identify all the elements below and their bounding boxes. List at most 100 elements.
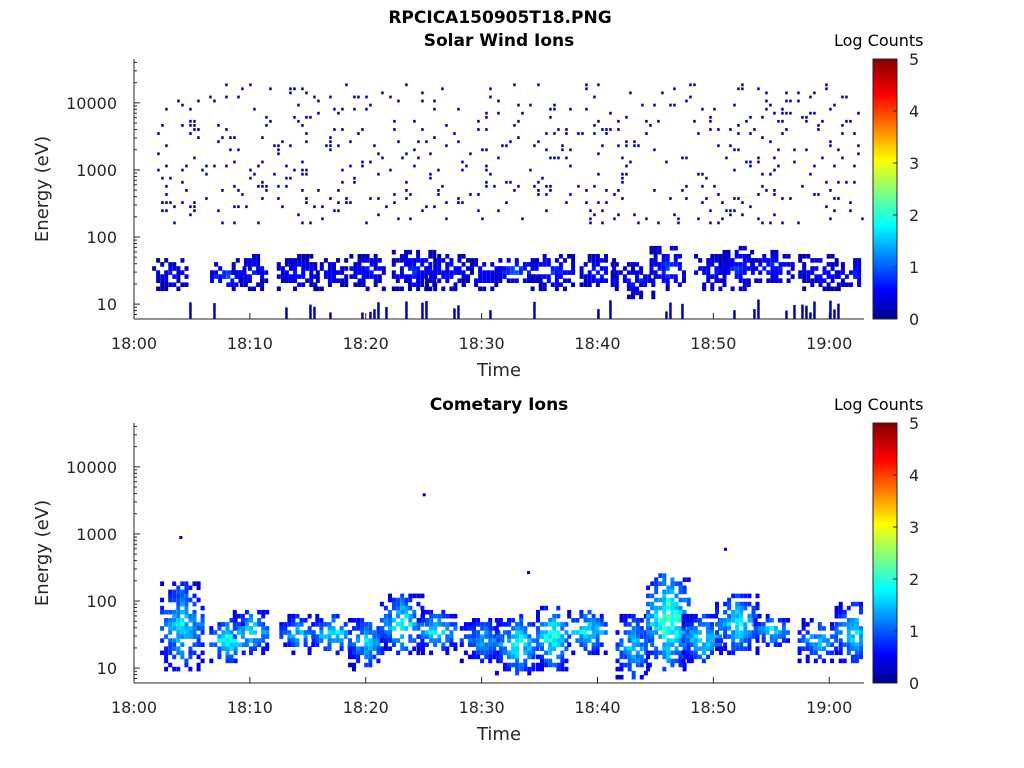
burst-cell xyxy=(168,646,173,651)
burst-cell xyxy=(666,613,671,619)
background-count-cell xyxy=(309,221,312,225)
background-count-cell xyxy=(361,160,364,164)
burst-cell xyxy=(719,650,723,656)
burst-cell xyxy=(662,618,667,623)
burst-cell xyxy=(461,278,466,283)
background-count-cell xyxy=(237,95,240,99)
burst-cell xyxy=(515,642,520,647)
burst-cell xyxy=(480,658,485,664)
burst-cell xyxy=(797,650,802,656)
burst-cell xyxy=(361,274,366,279)
burst-cell xyxy=(472,626,476,631)
background-count-cell xyxy=(861,217,864,221)
burst-cell xyxy=(404,597,409,603)
burst-cell xyxy=(356,658,361,664)
background-count-cell xyxy=(321,217,324,221)
burst-cell xyxy=(184,589,189,595)
background-count-cell xyxy=(765,99,768,103)
burst-cell xyxy=(842,622,847,627)
burst-cell xyxy=(239,282,244,287)
background-count-cell xyxy=(261,184,264,188)
background-count-cell xyxy=(717,193,720,196)
burst-cell xyxy=(686,601,691,607)
burst-cell xyxy=(225,650,230,656)
background-count-cell xyxy=(633,213,636,217)
burst-cell xyxy=(498,618,503,623)
burst-cell xyxy=(357,262,362,267)
burst-cell xyxy=(627,634,632,639)
burst-cell xyxy=(643,646,648,651)
burst-cell xyxy=(156,278,161,283)
burst-cell xyxy=(654,650,659,656)
burst-cell xyxy=(615,666,620,672)
burst-cell xyxy=(552,642,557,647)
burst-cell xyxy=(560,650,565,656)
burst-cell xyxy=(587,274,592,279)
burst-cell xyxy=(623,662,628,668)
background-count-cell xyxy=(341,107,344,111)
background-count-cell xyxy=(453,132,456,135)
burst-cell xyxy=(859,638,863,643)
burst-cell xyxy=(196,638,201,643)
burst-cell xyxy=(583,282,588,287)
burst-cell xyxy=(850,622,855,627)
background-count-cell xyxy=(833,103,836,107)
burst-cell xyxy=(850,638,855,643)
background-count-cell xyxy=(777,164,780,168)
background-count-cell xyxy=(773,189,776,192)
burst-cell xyxy=(307,630,312,635)
background-count-cell xyxy=(333,209,336,213)
background-count-cell xyxy=(821,156,824,160)
background-count-cell xyxy=(549,184,552,188)
burst-cell xyxy=(846,638,851,643)
burst-cell xyxy=(498,658,503,664)
burst-cell xyxy=(457,278,462,283)
background-count-cell xyxy=(617,189,620,192)
burst-cell xyxy=(160,286,165,292)
burst-cell xyxy=(674,646,679,651)
burst-cell xyxy=(369,258,374,263)
background-count-cell xyxy=(393,201,396,204)
background-count-cell xyxy=(225,83,228,87)
background-count-cell xyxy=(797,91,800,95)
x-tick-label: 18:50 xyxy=(690,698,736,717)
background-count-cell xyxy=(561,148,564,152)
burst-cell xyxy=(550,270,555,275)
burst-cell xyxy=(706,626,710,631)
burst-cell xyxy=(595,646,600,651)
background-count-cell xyxy=(377,213,380,217)
burst-cell xyxy=(376,630,381,635)
burst-cell xyxy=(353,266,358,271)
burst-cell xyxy=(468,654,472,660)
burst-cell xyxy=(472,622,476,627)
background-count-cell xyxy=(233,160,236,164)
burst-cell xyxy=(801,634,806,639)
burst-cell xyxy=(279,626,284,631)
burst-cell xyxy=(249,630,253,635)
background-count-cell xyxy=(193,209,196,213)
background-count-cell xyxy=(289,87,292,91)
burst-cell xyxy=(176,274,181,279)
burst-cell xyxy=(352,650,356,656)
burst-cell xyxy=(404,254,408,259)
burst-cell xyxy=(544,622,549,627)
burst-cell xyxy=(217,654,222,660)
burst-cell xyxy=(665,262,670,267)
background-count-cell xyxy=(337,111,340,115)
burst-cell xyxy=(231,286,236,292)
background-count-cell xyxy=(489,95,492,99)
y-tick-label: 10 xyxy=(97,295,117,314)
burst-cell xyxy=(492,642,497,647)
burst-cell xyxy=(556,662,561,668)
burst-cell xyxy=(710,646,714,651)
burst-cell xyxy=(662,654,667,660)
burst-cell xyxy=(168,262,173,267)
burst-cell xyxy=(627,613,632,619)
burst-cell xyxy=(488,658,493,664)
background-count-cell xyxy=(597,201,600,204)
burst-cell xyxy=(323,274,328,279)
burst-cell xyxy=(678,658,683,664)
background-count-cell xyxy=(301,221,304,225)
burst-cell xyxy=(770,262,775,267)
